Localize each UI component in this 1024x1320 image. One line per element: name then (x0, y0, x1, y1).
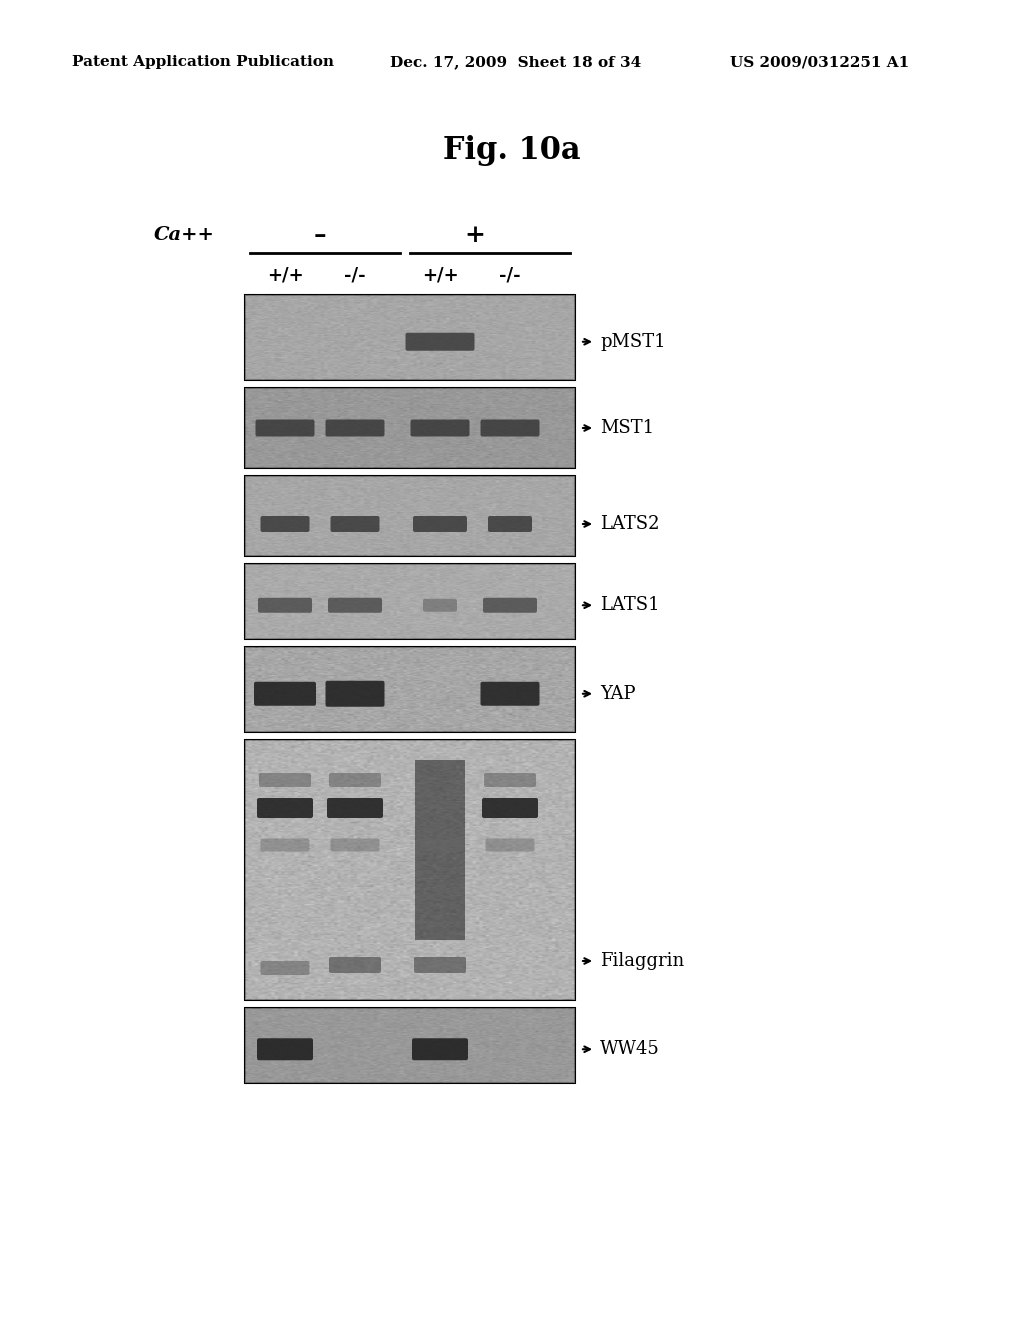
FancyBboxPatch shape (328, 598, 382, 612)
Bar (245, 564, 575, 639)
FancyBboxPatch shape (411, 420, 469, 437)
Text: Fig. 10a: Fig. 10a (443, 135, 581, 165)
Text: Dec. 17, 2009  Sheet 18 of 34: Dec. 17, 2009 Sheet 18 of 34 (390, 55, 641, 69)
FancyBboxPatch shape (327, 799, 383, 818)
FancyBboxPatch shape (485, 838, 535, 851)
FancyBboxPatch shape (326, 681, 384, 706)
FancyBboxPatch shape (254, 681, 316, 706)
Text: –: – (313, 223, 327, 247)
Text: LATS1: LATS1 (600, 597, 659, 614)
FancyBboxPatch shape (480, 420, 540, 437)
FancyBboxPatch shape (257, 799, 313, 818)
FancyBboxPatch shape (412, 1039, 468, 1060)
FancyBboxPatch shape (483, 598, 537, 612)
Bar (245, 1008, 575, 1082)
FancyBboxPatch shape (482, 799, 538, 818)
Text: LATS2: LATS2 (600, 515, 659, 533)
Text: pMST1: pMST1 (600, 333, 666, 351)
Text: -/-: -/- (344, 267, 366, 284)
FancyBboxPatch shape (329, 774, 381, 787)
FancyBboxPatch shape (260, 516, 309, 532)
FancyBboxPatch shape (414, 957, 466, 973)
Bar (415, 760, 465, 940)
Text: MST1: MST1 (600, 418, 654, 437)
FancyBboxPatch shape (256, 420, 314, 437)
FancyBboxPatch shape (416, 838, 465, 851)
FancyBboxPatch shape (258, 598, 312, 612)
FancyBboxPatch shape (331, 838, 380, 851)
Text: Patent Application Publication: Patent Application Publication (72, 55, 334, 69)
Text: WW45: WW45 (600, 1040, 659, 1059)
Text: Filaggrin: Filaggrin (600, 952, 684, 970)
FancyBboxPatch shape (484, 774, 536, 787)
Bar (245, 388, 575, 469)
Text: US 2009/0312251 A1: US 2009/0312251 A1 (730, 55, 909, 69)
FancyBboxPatch shape (413, 516, 467, 532)
FancyBboxPatch shape (326, 420, 384, 437)
Bar (245, 477, 575, 556)
Bar (245, 647, 575, 733)
Text: Ca++: Ca++ (155, 226, 215, 244)
FancyBboxPatch shape (331, 516, 380, 532)
Bar (245, 741, 575, 1001)
FancyBboxPatch shape (257, 1039, 313, 1060)
FancyBboxPatch shape (488, 516, 532, 532)
Bar (245, 294, 575, 380)
FancyBboxPatch shape (260, 838, 309, 851)
FancyBboxPatch shape (259, 774, 311, 787)
Text: -/-: -/- (499, 267, 521, 284)
Text: +: + (465, 223, 485, 247)
Text: +/+: +/+ (422, 267, 459, 284)
FancyBboxPatch shape (329, 957, 381, 973)
Text: YAP: YAP (600, 685, 636, 702)
FancyBboxPatch shape (406, 333, 474, 351)
FancyBboxPatch shape (260, 961, 309, 975)
Text: +/+: +/+ (266, 267, 303, 284)
FancyBboxPatch shape (480, 681, 540, 706)
FancyBboxPatch shape (423, 599, 457, 611)
